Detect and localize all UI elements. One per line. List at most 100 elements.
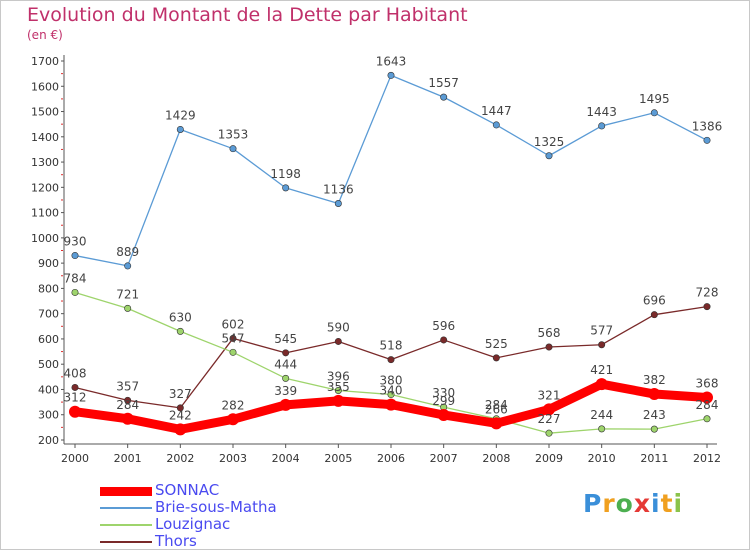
y-tick-label: 900 xyxy=(38,257,59,270)
data-point xyxy=(229,348,237,356)
data-point xyxy=(227,413,239,426)
data-label: 889 xyxy=(116,245,139,259)
data-point xyxy=(703,415,711,423)
data-label: 444 xyxy=(274,357,297,371)
data-point xyxy=(387,71,395,79)
logo-letter: x xyxy=(633,489,651,518)
data-label: 1429 xyxy=(165,108,196,122)
data-label: 1198 xyxy=(270,167,301,181)
data-label: 1136 xyxy=(323,183,354,197)
series-thors xyxy=(71,303,711,412)
data-point xyxy=(69,405,81,418)
data-label: 545 xyxy=(274,332,297,346)
data-label: 1325 xyxy=(534,135,565,149)
data-point xyxy=(387,391,395,399)
data-point xyxy=(124,304,132,312)
legend-label: SONNAC xyxy=(155,481,220,499)
y-tick-label: 700 xyxy=(38,308,59,321)
data-point xyxy=(332,394,345,407)
data-point xyxy=(385,398,397,411)
x-tick-label: 2000 xyxy=(61,452,89,465)
data-point xyxy=(282,374,290,382)
data-point xyxy=(279,398,292,411)
data-point xyxy=(176,327,184,335)
x-tick-label: 2005 xyxy=(324,452,352,465)
y-tick-label: 1400 xyxy=(31,131,59,144)
data-labels: 408 357 327 602 545 590 518 596 525 568 577 696 728 7… xyxy=(64,54,723,426)
data-point xyxy=(650,109,658,117)
data-point xyxy=(440,93,448,101)
legend-swatch xyxy=(100,486,152,496)
data-label: 340 xyxy=(380,384,403,398)
data-point xyxy=(71,252,79,260)
x-tick-label: 2010 xyxy=(588,452,616,465)
logo-letter: t xyxy=(660,489,674,518)
legend-swatch xyxy=(100,507,152,509)
y-tick-label: 1600 xyxy=(31,80,59,93)
data-point xyxy=(701,391,713,404)
legend-label: Brie-sous-Matha xyxy=(155,498,277,516)
data-label: 243 xyxy=(643,408,666,422)
y-tick-label: 1100 xyxy=(31,207,59,220)
data-label: 299 xyxy=(432,394,455,408)
legend-label: Thors xyxy=(155,532,197,550)
chart-title: Evolution du Montant de la Dette par Hab… xyxy=(27,4,468,26)
data-point xyxy=(648,388,661,401)
x-tick-label: 2007 xyxy=(430,452,458,465)
data-label: 355 xyxy=(327,380,350,394)
data-point xyxy=(490,417,503,430)
y-tick-label: 200 xyxy=(38,434,59,447)
legend-swatch xyxy=(100,541,152,543)
data-point xyxy=(440,336,448,344)
data-label: 327 xyxy=(169,387,192,401)
data-label: 696 xyxy=(643,294,666,308)
data-point xyxy=(229,334,237,342)
logo-letter: r xyxy=(602,489,616,518)
data-point xyxy=(437,408,450,421)
data-label: 312 xyxy=(64,391,87,405)
data-label: 525 xyxy=(485,337,508,351)
data-point xyxy=(650,311,658,319)
data-label: 408 xyxy=(64,366,87,380)
data-point xyxy=(545,343,553,351)
data-label: 330 xyxy=(432,386,455,400)
data-point xyxy=(650,425,658,433)
data-point xyxy=(334,337,342,345)
series-layer xyxy=(69,71,713,437)
data-point xyxy=(174,423,187,436)
data-label: 547 xyxy=(222,331,245,345)
data-label: 1557 xyxy=(428,76,459,90)
data-point xyxy=(334,386,342,394)
data-label: 282 xyxy=(222,398,245,412)
data-point xyxy=(703,136,711,144)
data-point xyxy=(229,145,237,153)
data-point xyxy=(545,152,553,160)
y-tick-label: 1700 xyxy=(31,55,59,68)
data-point xyxy=(545,429,553,437)
data-label: 1386 xyxy=(692,119,723,133)
y-tick-label: 600 xyxy=(38,333,59,346)
data-label: 396 xyxy=(327,369,350,383)
data-label: 266 xyxy=(485,402,508,416)
series-louzignac xyxy=(71,288,711,437)
x-tick-label: 2004 xyxy=(272,452,300,465)
x-tick-label: 2002 xyxy=(166,452,194,465)
data-label: 784 xyxy=(64,271,87,285)
y-tick-label: 1300 xyxy=(31,156,59,169)
data-point xyxy=(282,184,290,192)
data-label: 1443 xyxy=(586,105,617,119)
logo-letter: i xyxy=(673,489,684,518)
data-point xyxy=(176,404,184,412)
data-label: 321 xyxy=(538,388,561,402)
data-point xyxy=(598,425,606,433)
data-point xyxy=(71,383,79,391)
legend-swatch xyxy=(100,524,152,526)
series-brie-sous-matha xyxy=(71,71,711,270)
x-tick-label: 2003 xyxy=(219,452,247,465)
data-point xyxy=(595,378,608,391)
data-label: 380 xyxy=(380,374,403,388)
data-label: 284 xyxy=(116,398,139,412)
series-sonnac xyxy=(69,378,713,436)
logo-letter: i xyxy=(651,489,661,518)
